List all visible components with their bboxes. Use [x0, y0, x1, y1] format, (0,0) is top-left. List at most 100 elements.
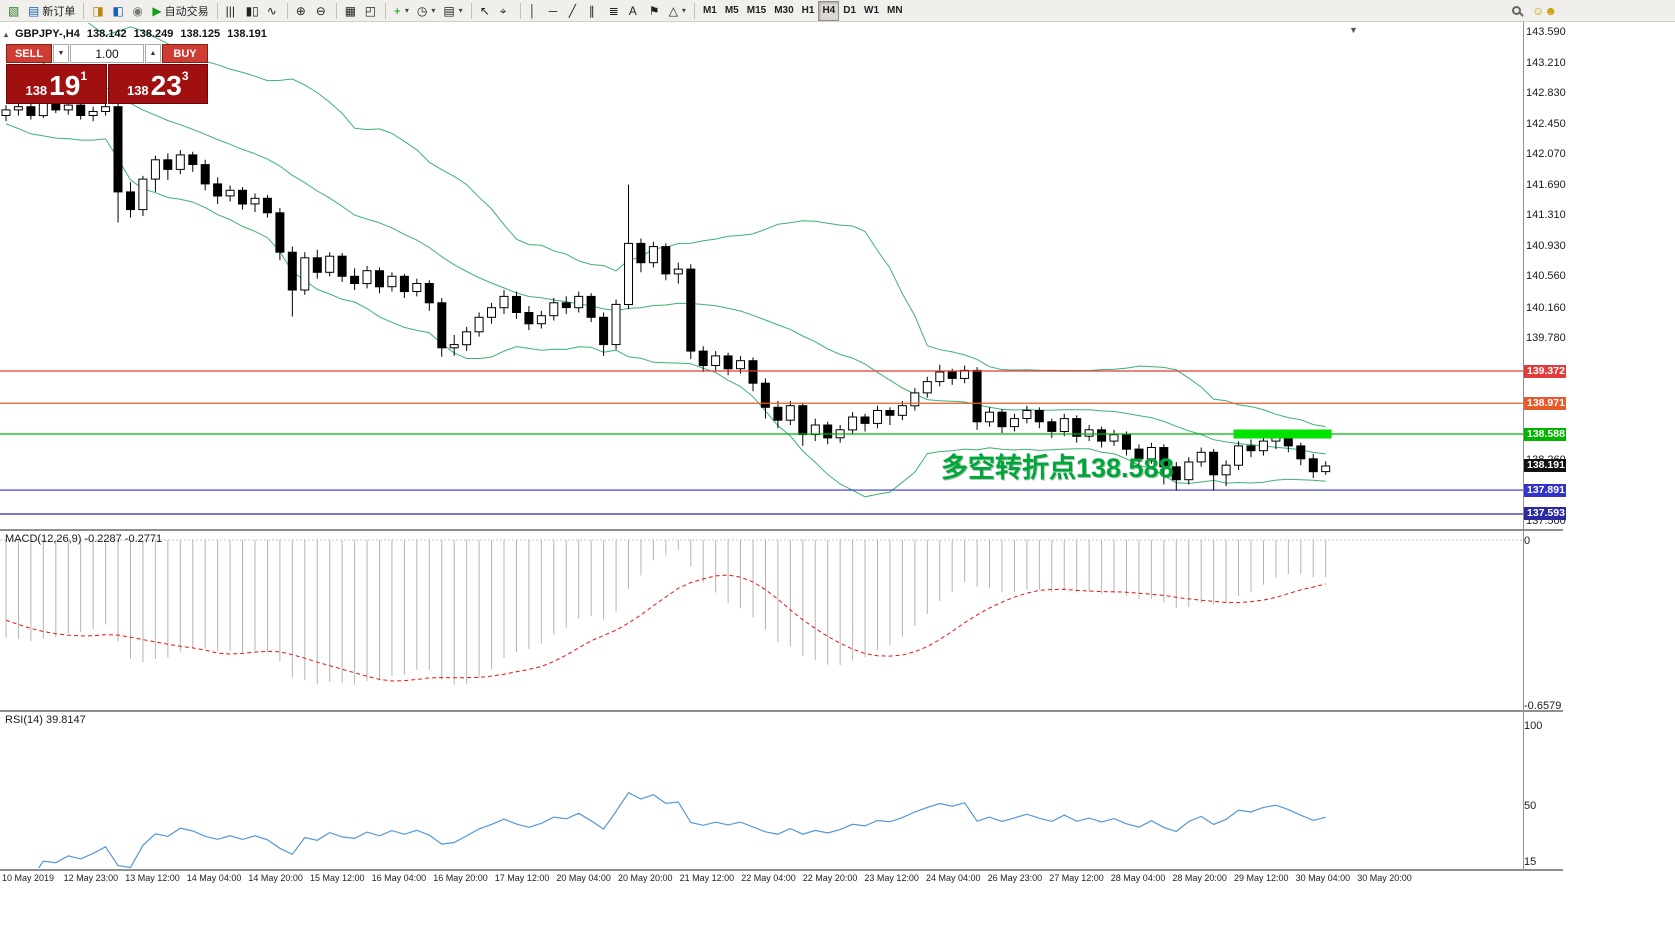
- periods-button[interactable]: ◷ ▾: [413, 1, 440, 21]
- candle-body: [599, 316, 609, 346]
- candle-body: [88, 111, 98, 116]
- tile-windows-button[interactable]: ▦: [341, 1, 361, 21]
- volume-down-button[interactable]: ▼: [53, 44, 69, 63]
- community-icon: ☺☻: [1532, 3, 1557, 18]
- candle-body: [437, 302, 447, 349]
- timeframe-h4-button[interactable]: H4: [818, 0, 840, 21]
- shapes-button[interactable]: △ ▾: [665, 1, 690, 21]
- equidistant-channel-button[interactable]: ∥: [585, 1, 605, 21]
- candle-body: [960, 369, 970, 379]
- fibonacci-icon: ≣: [608, 3, 619, 18]
- collapse-panel-icon[interactable]: ▴: [4, 29, 9, 39]
- timeframe-d1-button[interactable]: D1: [839, 1, 860, 21]
- zoom-out-button[interactable]: ⊖: [312, 1, 332, 21]
- indicators-button[interactable]: + ▾: [390, 1, 413, 21]
- time-label: 28 May 04:00: [1110, 873, 1166, 883]
- price-tick: 142.070: [1526, 148, 1566, 161]
- candle-body: [823, 424, 833, 439]
- vertical-line-button[interactable]: │: [525, 1, 545, 21]
- rsi-axis-value: 15: [1524, 856, 1537, 868]
- candle-body: [972, 369, 982, 423]
- candle-body: [773, 406, 783, 421]
- crosshair-button[interactable]: ⌖: [496, 1, 516, 21]
- shapes-icon: △: [668, 3, 678, 18]
- buy-button[interactable]: BUY: [162, 44, 208, 63]
- dropdown-arrow-icon: ▾: [431, 6, 436, 15]
- candle-body: [51, 103, 61, 111]
- timeframe-m1-button[interactable]: M1: [699, 1, 721, 21]
- zoom-in-button[interactable]: ⊕: [292, 1, 312, 21]
- timeframe-mn-button[interactable]: MN: [883, 1, 907, 21]
- market-watch-button[interactable]: ◨: [88, 1, 108, 21]
- ohlc-high: 138.249: [133, 28, 174, 40]
- candle-body: [935, 371, 945, 383]
- timeframe-m15-button[interactable]: M15: [743, 1, 770, 21]
- timeframe-m30-button[interactable]: M30: [770, 1, 797, 21]
- ohlc-open: 138.142: [86, 28, 127, 40]
- terminal-button[interactable]: ▧: [4, 1, 24, 21]
- spinner-up-icon: ▲: [149, 50, 157, 57]
- text-label-button[interactable]: ⚑: [645, 1, 665, 21]
- horizontal-level-lines[interactable]: [0, 370, 1523, 515]
- horizontal-line-button[interactable]: ─: [545, 1, 565, 21]
- candle-body: [1059, 418, 1069, 433]
- arrange-windows-button[interactable]: ◰: [361, 1, 381, 21]
- candle-body: [275, 212, 285, 253]
- cursor-button[interactable]: ↖: [476, 1, 496, 21]
- candle-body: [736, 360, 745, 370]
- price-level-label: 137.593: [1524, 507, 1566, 521]
- candle-body: [175, 154, 185, 170]
- rsi-panel-splitter[interactable]: [0, 710, 1563, 712]
- candle-body: [1209, 451, 1219, 476]
- timeframe-w1-button[interactable]: W1: [860, 1, 883, 21]
- sell-button[interactable]: SELL: [6, 44, 52, 63]
- candle-body: [673, 268, 683, 275]
- navigator-button[interactable]: ◉: [128, 1, 148, 21]
- buy-price-button[interactable]: 138 23 3: [107, 64, 208, 104]
- price-level-label: 137.891: [1524, 483, 1566, 497]
- candle-body: [38, 103, 48, 117]
- text-button[interactable]: A: [625, 1, 645, 21]
- candle-body: [325, 255, 335, 273]
- price-axis[interactable]: 143.590 143.210 142.830 142.450 142.070 141.6…: [1524, 22, 1663, 871]
- rsi-axis-value: 100: [1524, 720, 1543, 732]
- volume-input[interactable]: [70, 44, 144, 63]
- time-axis[interactable]: 10 May 2019 12 May 23:00 13 May 12:00 14 Ma…: [0, 871, 1563, 887]
- trendline-button[interactable]: ╱: [565, 1, 585, 21]
- toolbar-separator: [519, 2, 521, 19]
- candle-body: [225, 189, 235, 197]
- chart-line-icon: ∿: [266, 3, 277, 18]
- equidistant-channel-icon: ∥: [588, 3, 595, 18]
- time-label: 30 May 20:00: [1357, 873, 1412, 883]
- toolbar-separator: [693, 2, 695, 19]
- data-window-icon: ◧: [112, 3, 124, 18]
- macd-panel-splitter[interactable]: [0, 529, 1563, 531]
- community-button[interactable]: ☺☻: [1528, 1, 1561, 21]
- new-order-button[interactable]: ▤ 新订单: [24, 1, 79, 21]
- volume-up-button[interactable]: ▲: [145, 44, 161, 63]
- fibonacci-button[interactable]: ≣: [605, 1, 625, 21]
- candle-body: [26, 106, 36, 116]
- highlight-segment[interactable]: [1233, 429, 1332, 439]
- navigator-icon: ◉: [132, 3, 143, 18]
- timeframe-m5-button[interactable]: M5: [721, 1, 743, 21]
- chart-text-annotation[interactable]: 多空转折点138.588: [941, 453, 1174, 483]
- sell-price-button[interactable]: 138 19 1: [6, 64, 107, 104]
- candle-body: [200, 164, 210, 185]
- templates-button[interactable]: ▤ ▾: [439, 1, 466, 21]
- main-toolbar: ▧ ▤ 新订单 ◨ ◧ ◉ ▶ 自动交易 ||| ▮▯ ∿ ⊕ ⊖ ▦ ◰ + ▾ ◷ ▾ ▤ ▾ ↖ ⌖ │ ─ ╱ ∥ ≣ A ⚑ △ ▾…: [0, 0, 1675, 22]
- candle-body: [424, 283, 434, 304]
- toolbar-separator: [335, 2, 337, 19]
- candle-body: [375, 270, 384, 288]
- chart-line-button[interactable]: ∿: [263, 1, 283, 21]
- scroll-to-end-icon[interactable]: ▼: [1349, 25, 1358, 35]
- auto-trading-button[interactable]: ▶ 自动交易: [148, 1, 212, 21]
- timeframe-h1-button[interactable]: H1: [798, 1, 819, 21]
- search-button[interactable]: [1508, 1, 1528, 21]
- candle-body: [1246, 445, 1256, 452]
- chart-bars-button[interactable]: |||: [222, 1, 242, 21]
- chart-candles-button[interactable]: ▮▯: [242, 1, 263, 21]
- rsi-axis-value: 50: [1524, 800, 1537, 812]
- candle-body: [723, 355, 733, 370]
- data-window-button[interactable]: ◧: [108, 1, 128, 21]
